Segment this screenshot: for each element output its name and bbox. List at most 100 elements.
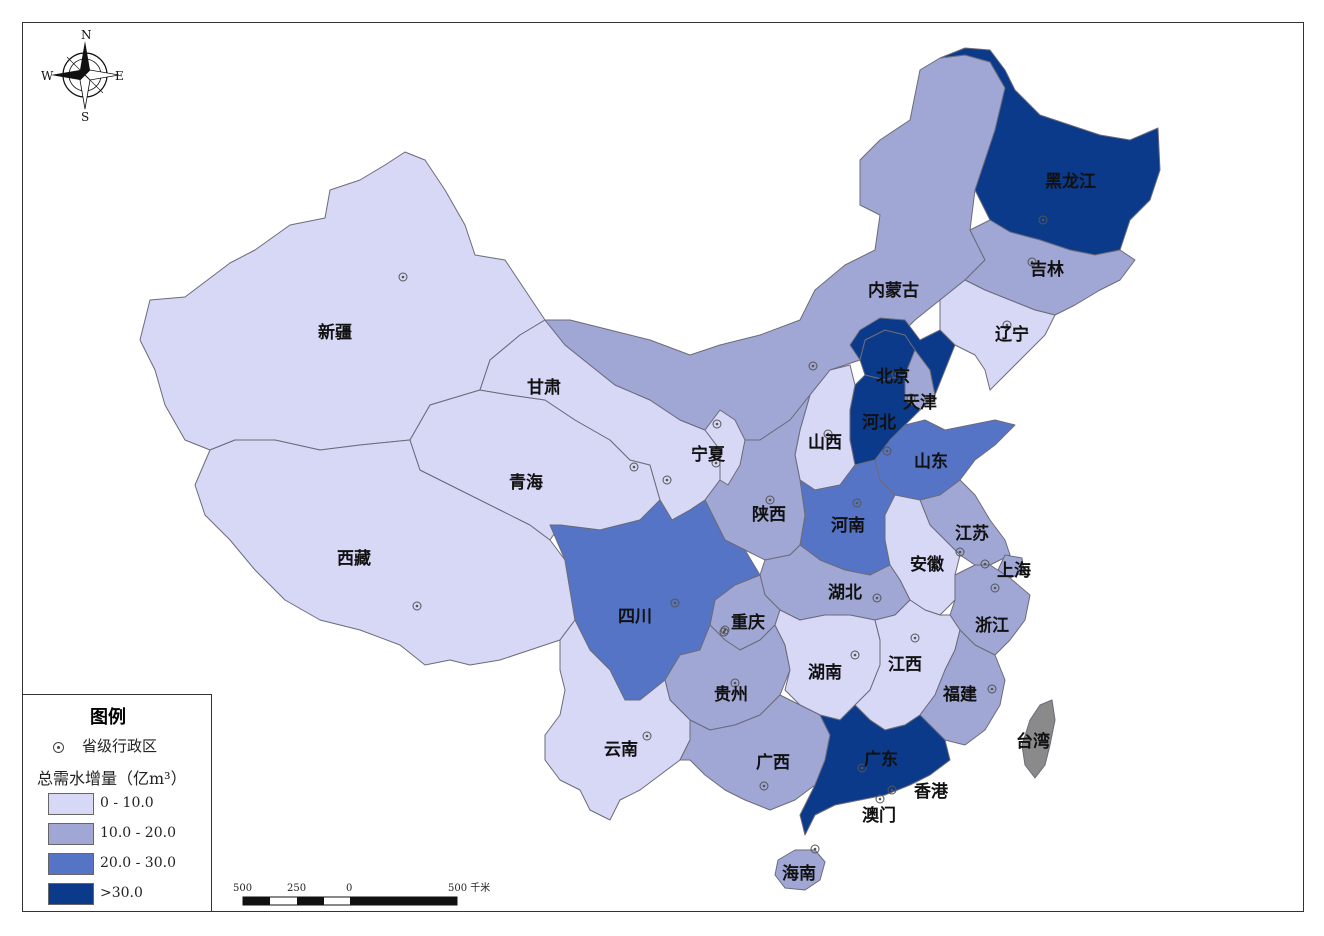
capital-marker-dot [673,601,677,605]
legend-label-2: 10.0 - 20.0 [100,825,176,841]
legend-swatch-3 [48,853,94,875]
label-heilongjiang: 黑龙江 [1045,171,1096,192]
capital-marker-dot [913,636,917,640]
label-xinjiang: 新疆 [318,322,352,343]
capital-markers [398,215,1048,854]
capital-marker-dot [875,596,879,600]
region-yunnan [544,619,691,821]
legend-capital-label: 省级行政区 [82,737,158,755]
capital-marker-dot [632,465,636,469]
label-anhui: 安徽 [910,554,945,575]
label-shandong: 山东 [914,451,948,472]
capital-marker-dot [993,586,997,590]
compass-south-label: S [81,110,89,124]
capital-marker-icon [906,393,916,403]
label-hubei: 湖北 [828,583,862,603]
capital-marker-dot [860,766,864,770]
label-sichuan: 四川 [618,607,652,627]
scale-label-0: 0 [346,883,352,894]
legend-subtitle: 总需水增量（亿m³） [37,769,187,788]
capital-marker-dot [894,372,898,376]
capital-marker-dot [983,562,987,566]
legend-swatch-4 [48,883,94,905]
compass-rose-icon: N S E W [41,28,124,124]
label-guizhou: 贵州 [714,684,748,705]
capital-marker-icon [810,844,820,854]
capital-marker-dot [909,396,913,400]
region-heilongjiang [939,47,1161,256]
capital-marker-dot [415,604,419,608]
capital-marker-icon [875,794,885,804]
capital-marker-icon [642,731,652,741]
capital-marker-icon [662,475,672,485]
region-ningxia [704,409,746,486]
capital-marker-icon [412,601,422,611]
label-tianjin: 天津 [903,392,937,413]
capital-marker-icon [910,633,920,643]
label-henan: 河南 [831,515,865,536]
capital-marker-icon [852,498,862,508]
capital-marker-dot [811,364,815,368]
legend: 图例 省级行政区 总需水增量（亿m³） 0 - 10.0 10.0 - 20.0… [22,694,212,912]
capital-marker-icon [980,559,990,569]
region-shanghai [997,554,1025,579]
label-xianggang: 香港 [914,781,949,802]
capital-marker-dot [733,681,737,685]
capital-marker-icon [730,678,740,688]
label-aomen: 澳门 [862,805,896,826]
capital-marker-icon [629,462,639,472]
capital-marker-icon [720,625,730,635]
scale-label-250: 250 [287,883,306,894]
capital-marker-icon [857,763,867,773]
label-ningxia: 宁夏 [691,444,726,465]
capital-marker-icon [670,598,680,608]
capital-marker-dot [878,797,882,801]
region-taiwan [1021,699,1056,779]
capital-marker-icon [759,781,769,791]
capital-marker-dot [1005,323,1009,327]
capital-marker-icon [823,429,833,439]
region-liaoning [939,279,1056,391]
capital-marker-icon [711,458,721,468]
scale-bar: 500 250 0 500 千米 [233,881,490,906]
region-guangdong [799,704,951,836]
capital-marker-dot [813,847,817,851]
label-qinghai: 青海 [509,472,543,493]
label-jiangsu: 江苏 [955,523,989,544]
capital-marker-dot [855,501,859,505]
label-zhejiang: 浙江 [975,615,1009,636]
compass-west-label: W [41,69,54,83]
label-liaoning: 辽宁 [995,324,1029,345]
capital-marker-icon [1027,257,1037,267]
compass-east-label: E [115,69,124,83]
capital-marker-dot [958,550,962,554]
capital-marker-icon [1002,320,1012,330]
capital-marker-dot [714,461,718,465]
capital-marker-icon [808,361,818,371]
capital-marker-dot [1030,260,1034,264]
capital-marker-icon [987,684,997,694]
label-hunan: 湖南 [808,662,842,683]
label-shanghai: 上海 [997,560,1031,581]
label-shaanxi: 陕西 [752,504,786,525]
capital-marker-icon [765,495,775,505]
legend-label-4: >30.0 [100,885,143,901]
legend-swatch-2 [48,823,94,845]
capital-marker-dot [1041,218,1045,222]
capital-marker-dot [885,449,889,453]
label-hebei: 河北 [862,413,896,433]
capital-marker-icon [990,583,1000,593]
capital-marker-icon [955,547,965,557]
capital-marker-dot [665,478,669,482]
label-beijing: 北京 [876,366,910,387]
label-neimenggu: 内蒙古 [868,280,919,301]
label-xizang: 西藏 [337,549,371,569]
capital-symbol-icon [53,741,64,753]
label-chongqing: 重庆 [731,612,765,633]
legend-label-1: 0 - 10.0 [100,795,154,811]
label-hainan: 海南 [782,863,816,884]
label-guangxi: 广西 [756,752,790,773]
capital-marker-dot [990,687,994,691]
capital-marker-dot [401,275,405,279]
